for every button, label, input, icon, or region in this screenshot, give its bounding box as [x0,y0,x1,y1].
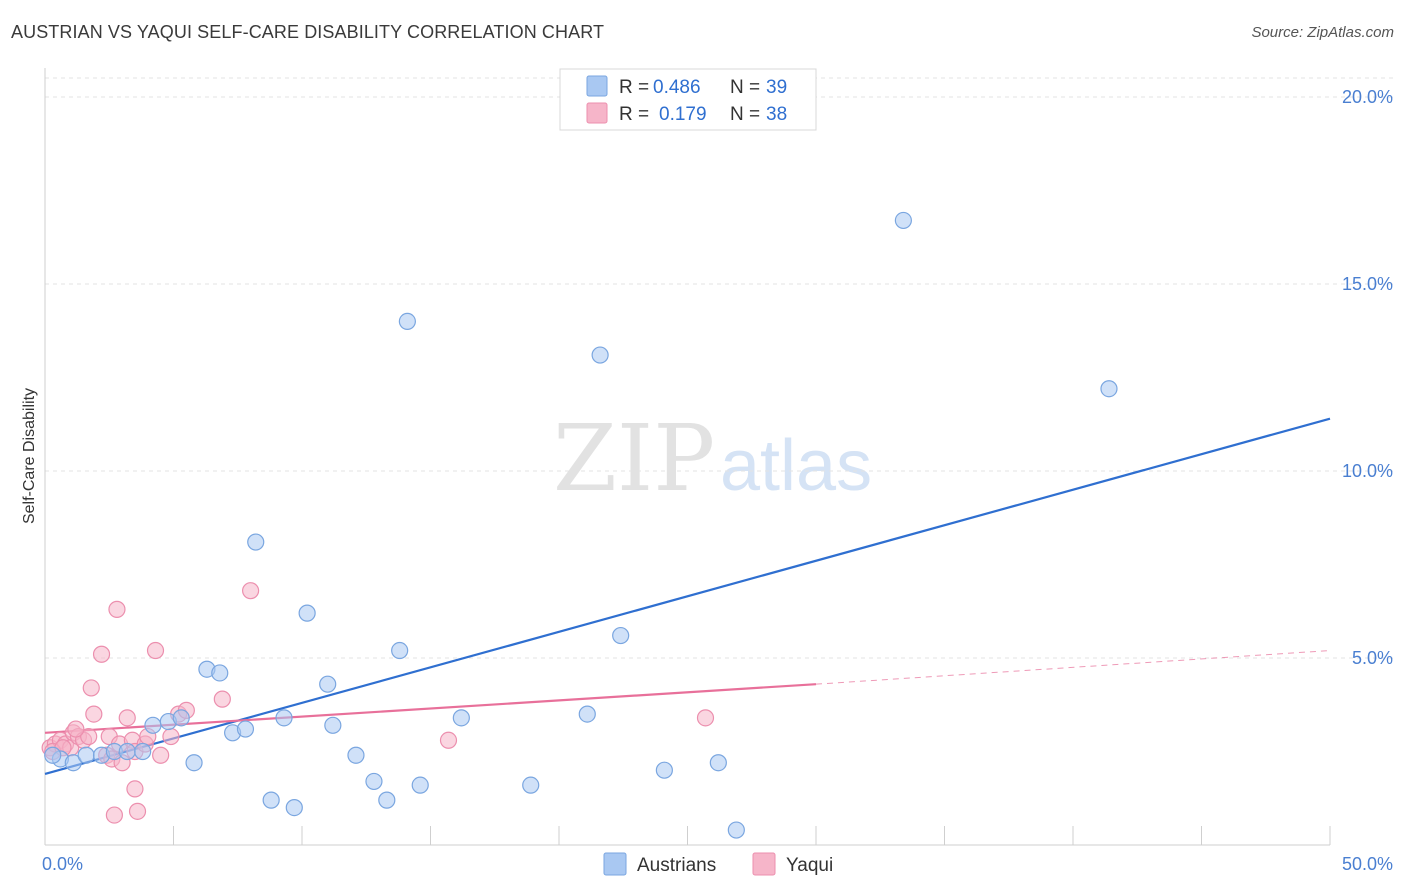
point-austrians [709,754,727,772]
axes: 5.0% 10.0% 15.0% 20.0% 0.0% 50.0% [42,68,1393,874]
point-austrians [319,675,337,693]
y-tick-label: 5.0% [1352,648,1393,668]
point-austrians [324,716,342,734]
point-yaqui [82,679,100,697]
watermark-atlas: atlas [720,426,872,506]
point-yaqui [128,802,147,820]
point-austrians [391,641,409,660]
point-yaqui [105,806,123,824]
series-legend: Austrians Yaqui [603,852,833,876]
y-axis-title: Self-Care Disability [21,388,38,524]
y-tick-label: 10.0% [1342,461,1393,481]
point-austrians [655,761,673,779]
point-austrians [172,709,190,727]
legend-r-label: R = [619,77,649,98]
y-tick-label: 20.0% [1342,87,1393,107]
x-tick-label: 50.0% [1342,854,1393,874]
point-yaqui [108,600,126,618]
legend-n-label: N = [730,77,760,98]
point-yaqui [67,720,85,738]
point-austrians [1100,380,1118,398]
series-legend-swatch-yaqui [752,852,776,876]
series-legend-label-austrians: Austrians [637,855,716,876]
point-austrians [185,754,203,772]
trend-line-yaqui-extension [815,650,1331,685]
data-points [41,211,1118,839]
point-austrians [452,709,470,727]
point-yaqui [439,731,458,749]
point-austrians [236,720,255,738]
y-tick-label: 15.0% [1342,274,1393,294]
point-austrians [77,746,95,764]
point-yaqui [242,582,260,600]
point-austrians [118,742,136,761]
point-yaqui [80,727,98,746]
point-austrians [247,533,265,551]
series-legend-swatch-austrians [603,852,627,876]
point-austrians [522,776,540,794]
legend-swatch-austrians [586,75,608,97]
point-austrians [894,211,912,230]
chart-title: AUSTRIAN VS YAQUI SELF-CARE DISABILITY C… [11,22,605,42]
point-austrians [262,791,280,809]
source-label: Source: ZipAtlas.com [1251,24,1394,41]
legend-r-label: R = [619,104,649,125]
point-austrians [578,705,596,723]
trend-line-austrians [44,417,1331,776]
point-austrians [275,709,293,727]
legend-n-value-austrians: 39 [766,77,787,98]
legend-n-value-yaqui: 38 [766,104,787,125]
point-austrians [365,772,383,791]
point-yaqui [85,705,103,723]
point-yaqui [213,690,231,708]
legend-swatch-yaqui [586,102,608,124]
point-austrians [378,791,396,809]
legend-r-value-yaqui: 0.179 [659,104,707,125]
point-yaqui [126,780,144,798]
point-austrians [398,312,416,330]
point-austrians [144,716,162,734]
point-yaqui [92,645,111,663]
gridlines [45,77,1395,659]
watermark-zip: ZIP [553,405,715,512]
watermark: ZIP atlas [553,405,872,512]
point-yaqui [162,727,180,746]
point-yaqui [118,709,136,727]
x-tick-label: 0.0% [42,854,83,874]
point-austrians [727,821,745,839]
legend-n-label: N = [730,104,760,125]
point-austrians [298,604,316,622]
point-austrians [44,746,62,764]
point-yaqui [152,746,170,764]
point-austrians [134,742,152,761]
point-austrians [411,776,429,794]
point-yaqui [696,709,715,727]
series-legend-label-yaqui: Yaqui [786,855,833,876]
point-yaqui [146,641,165,660]
point-austrians [347,746,365,764]
correlation-legend: R = 0.486 N = 39 R = 0.179 N = 38 [559,68,817,131]
legend-r-value-austrians: 0.486 [653,77,701,98]
point-austrians [211,664,229,682]
point-austrians [612,626,630,645]
point-austrians [285,798,303,817]
point-austrians [64,754,82,772]
point-austrians [591,346,609,364]
